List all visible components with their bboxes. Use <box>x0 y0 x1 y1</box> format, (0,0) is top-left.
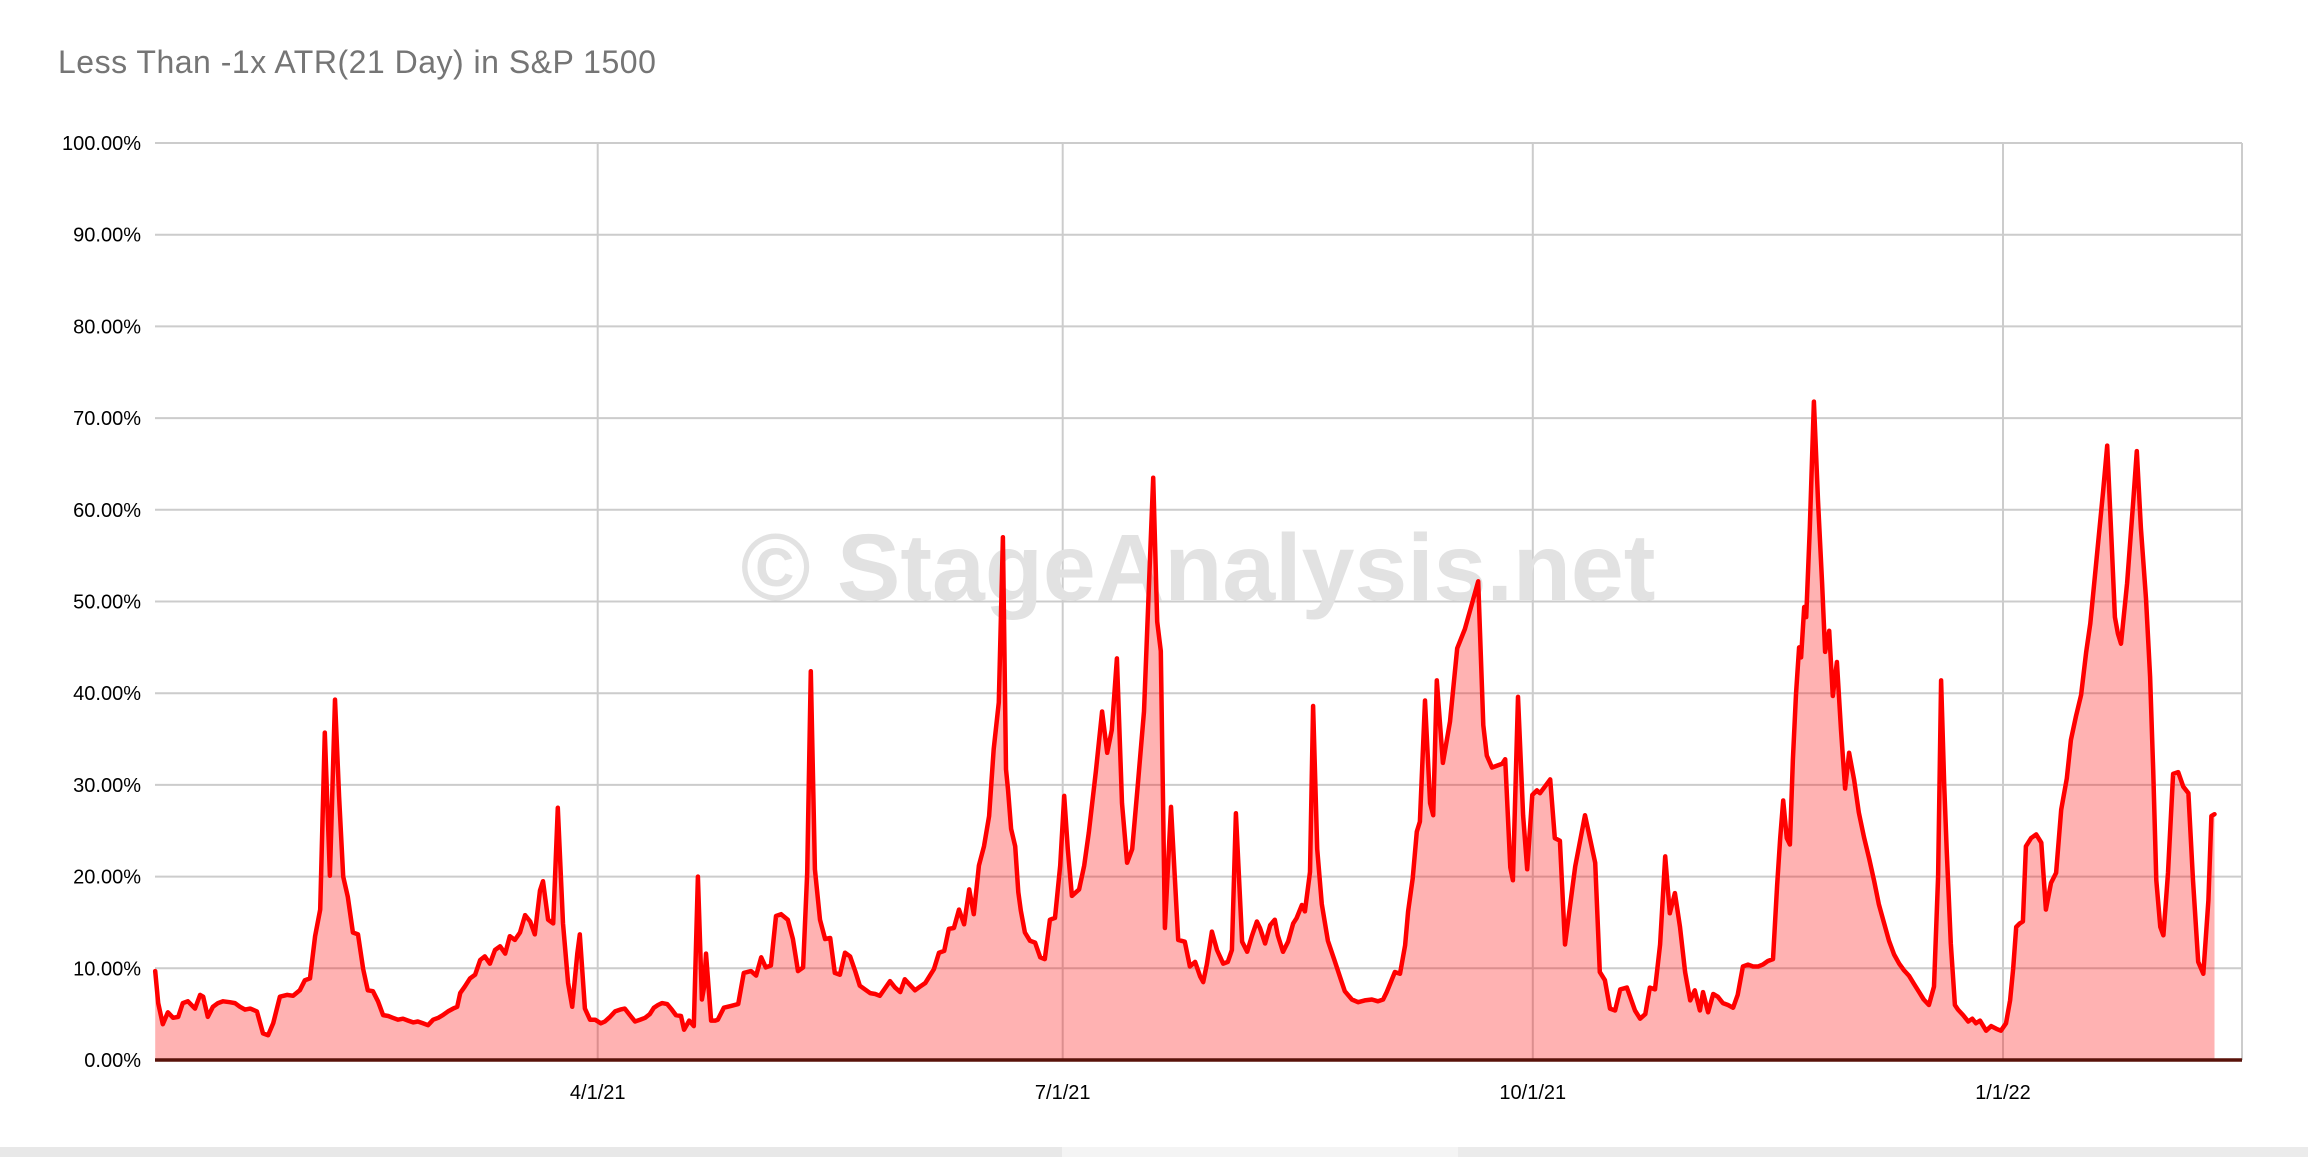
y-tick-label: 100.00% <box>62 133 141 155</box>
y-tick-label: 30.00% <box>73 775 141 797</box>
x-tick-label: 4/1/21 <box>570 1082 626 1104</box>
y-tick-label: 80.00% <box>73 316 141 338</box>
y-tick-label: 0.00% <box>84 1050 141 1072</box>
chart-title: Less Than -1x ATR(21 Day) in S&P 1500 <box>58 44 657 80</box>
scrollbar-segment-3[interactable] <box>1458 1147 2308 1157</box>
scrollbar-segment-1[interactable] <box>0 1147 1062 1157</box>
x-tick-label: 1/1/22 <box>1975 1082 2031 1104</box>
y-tick-label: 90.00% <box>73 225 141 247</box>
y-tick-label: 20.00% <box>73 867 141 889</box>
series-area <box>155 401 2215 1061</box>
y-tick-label: 70.00% <box>73 408 141 430</box>
stageanalysis-watermark: © StageAnalysis.net <box>741 515 1656 621</box>
x-tick-label: 10/1/21 <box>1499 1082 1566 1104</box>
scrollbar-segment-2[interactable] <box>1062 1147 1458 1157</box>
bottom-scrollbar-track[interactable] <box>0 1147 2308 1157</box>
series-line <box>152 399 2217 1038</box>
x-tick-label: 7/1/21 <box>1035 1082 1091 1104</box>
y-tick-label: 50.00% <box>73 592 141 614</box>
y-tick-label: 10.00% <box>73 958 141 980</box>
y-tick-label: 60.00% <box>73 500 141 522</box>
y-tick-label: 40.00% <box>73 683 141 705</box>
